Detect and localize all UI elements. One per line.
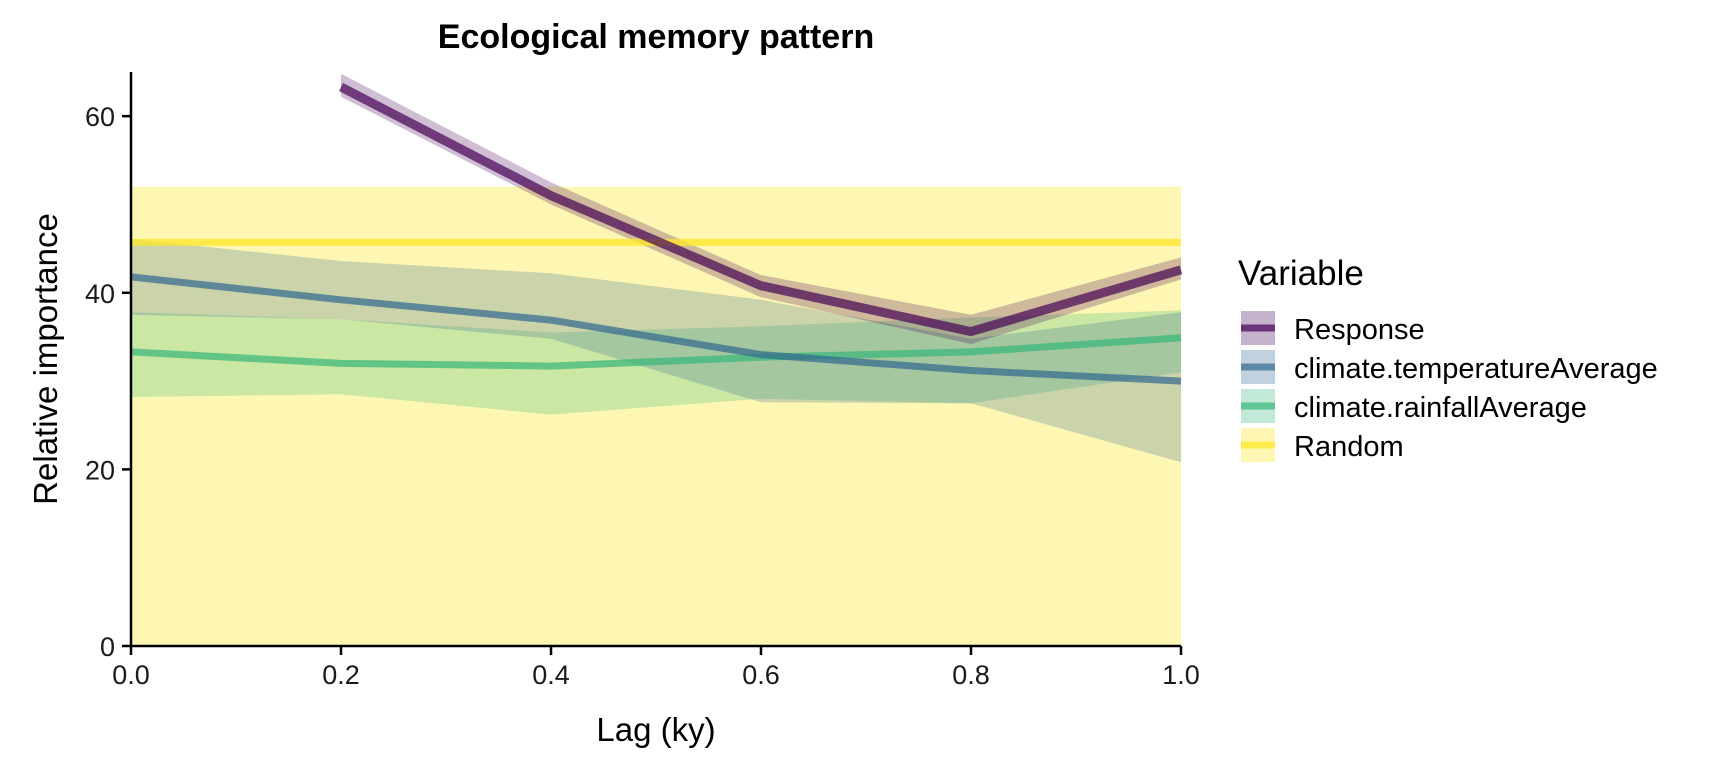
x-tick-label: 0.8 bbox=[952, 660, 990, 690]
band-climate-temperatureaverage bbox=[131, 238, 1181, 463]
x-tick-label: 1.0 bbox=[1162, 660, 1200, 690]
legend-label-random: Random bbox=[1294, 431, 1404, 463]
series-lines bbox=[130, 83, 1183, 385]
y-tick-label: 0 bbox=[100, 632, 115, 662]
x-tick-label: 0.0 bbox=[112, 660, 150, 690]
y-tick-label: 20 bbox=[85, 455, 115, 485]
legend: Variable Response climate.temperatureAver… bbox=[1238, 254, 1658, 463]
x-tick-label: 0.6 bbox=[742, 660, 780, 690]
line-response bbox=[338, 83, 1183, 337]
x-axis-ticks: 0.0 0.2 0.4 0.6 0.8 1.0 bbox=[112, 646, 1200, 690]
line-climate-rainfallaverage bbox=[130, 334, 1182, 370]
legend-label-climate-temperatureaverage: climate.temperatureAverage bbox=[1294, 353, 1658, 385]
legend-title: Variable bbox=[1238, 254, 1364, 293]
x-axis-title: Lag (ky) bbox=[596, 711, 715, 748]
line-climate-temperatureaverage bbox=[130, 273, 1182, 385]
chart-title: Ecological memory pattern bbox=[438, 18, 874, 56]
y-axis-ticks: 0 20 40 60 bbox=[85, 102, 131, 662]
y-axis-title: Relative importance bbox=[27, 213, 64, 505]
x-tick-label: 0.4 bbox=[532, 660, 570, 690]
legend-label-climate-rainfallaverage: climate.rainfallAverage bbox=[1294, 392, 1587, 424]
y-tick-label: 60 bbox=[85, 102, 115, 132]
x-tick-label: 0.2 bbox=[322, 660, 360, 690]
legend-label-response: Response bbox=[1294, 314, 1425, 346]
y-tick-label: 40 bbox=[85, 279, 115, 309]
